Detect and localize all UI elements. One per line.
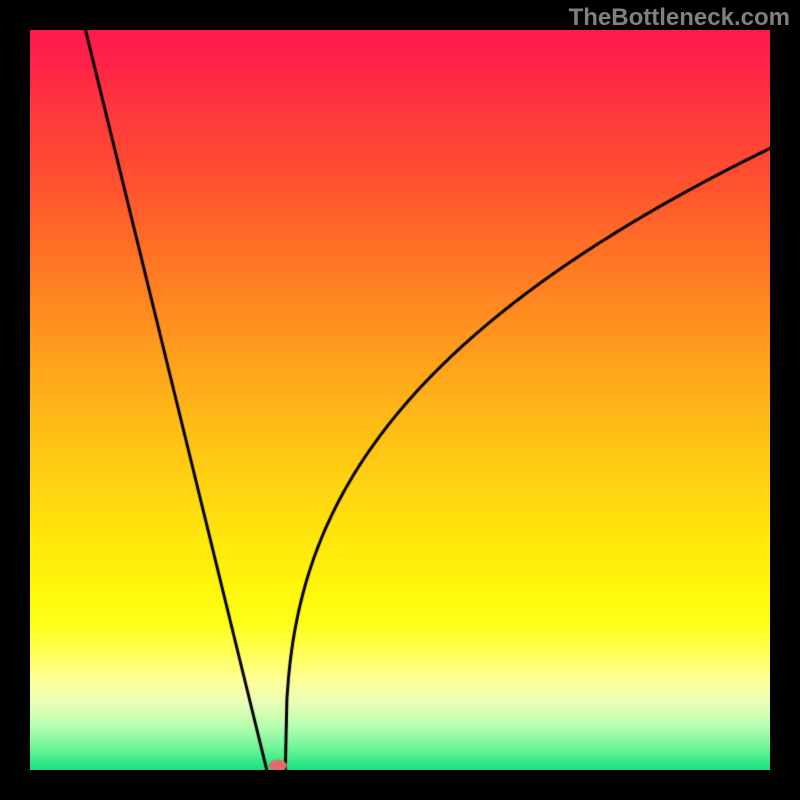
watermark-text: TheBottleneck.com [569,4,790,32]
bottleneck-curve [30,30,770,770]
plot-area [30,30,770,770]
chart-container: TheBottleneck.com [0,0,800,800]
